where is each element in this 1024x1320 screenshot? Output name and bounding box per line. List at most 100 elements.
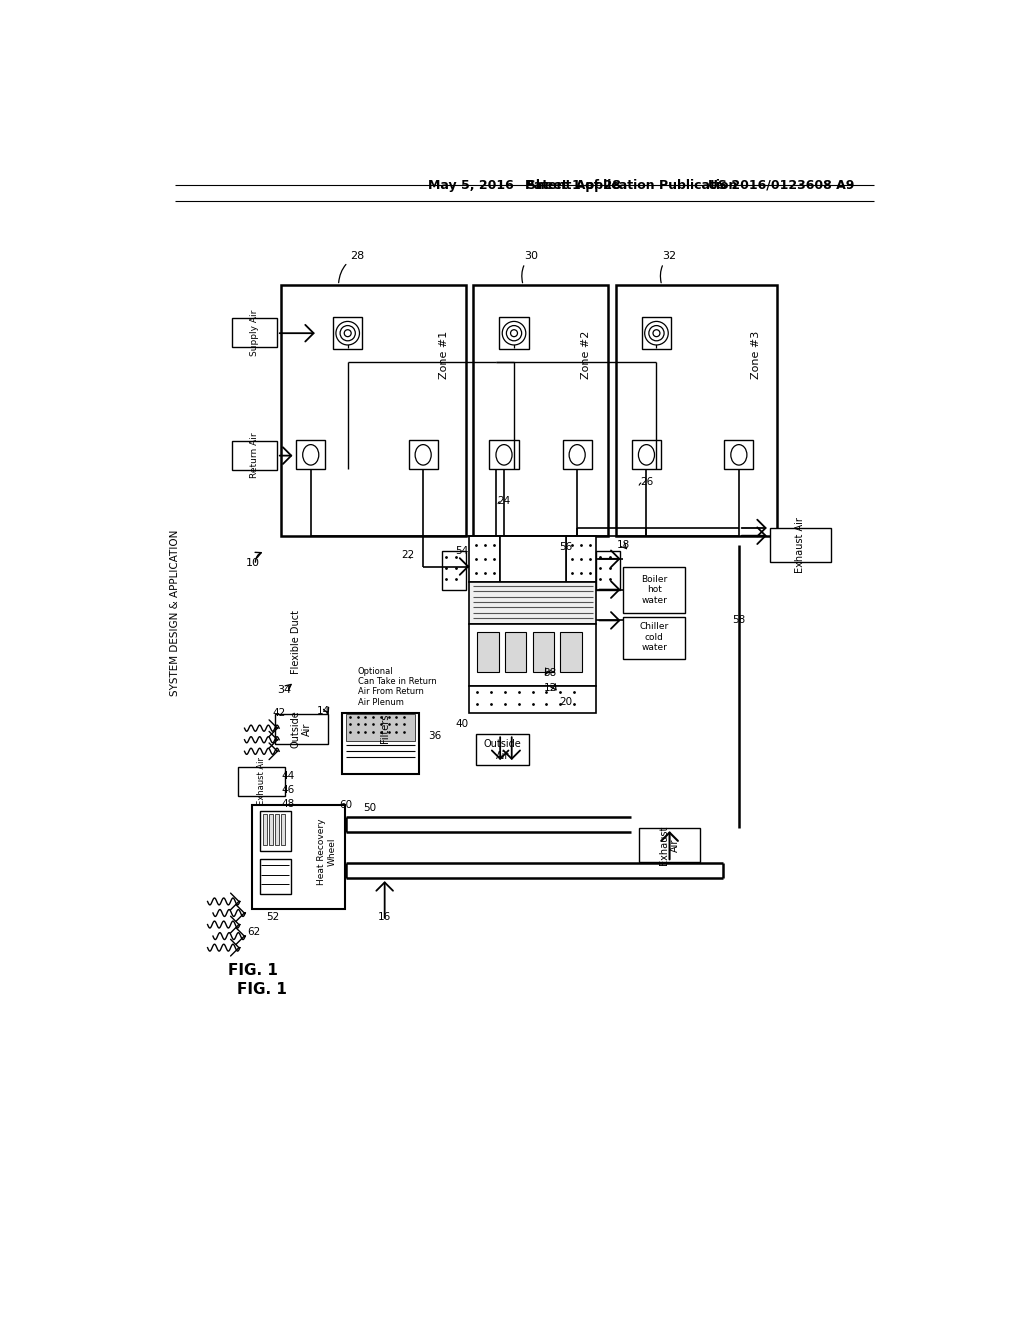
Text: 38: 38	[544, 668, 557, 677]
Bar	[269, 814, 273, 845]
Bar	[281, 285, 466, 536]
Circle shape	[649, 326, 665, 341]
Text: Flexible Duct: Flexible Duct	[291, 610, 301, 675]
Text: Zone #1: Zone #1	[439, 330, 449, 379]
Text: Heat Recovery
Wheel: Heat Recovery Wheel	[317, 818, 337, 884]
Bar	[333, 317, 362, 350]
Circle shape	[511, 330, 517, 337]
Bar	[282, 814, 286, 845]
Text: Outside
Air: Outside Air	[483, 739, 521, 760]
Text: US 2016/0123608 A9: US 2016/0123608 A9	[708, 178, 854, 191]
Text: 44: 44	[282, 771, 295, 781]
Text: 10: 10	[246, 557, 260, 568]
Bar	[724, 441, 754, 470]
Text: Zone #3: Zone #3	[751, 330, 761, 379]
Text: 22: 22	[401, 550, 415, 560]
Text: Patent Application Publication: Patent Application Publication	[524, 178, 737, 191]
Text: Exhaust Air: Exhaust Air	[796, 517, 806, 573]
Ellipse shape	[569, 445, 585, 465]
Bar	[252, 805, 345, 909]
Bar	[342, 713, 419, 775]
Text: Chiller
cold
water: Chiller cold water	[640, 623, 669, 652]
Bar	[260, 812, 291, 851]
Text: Exhaust
Air: Exhaust Air	[658, 825, 680, 865]
Text: 34: 34	[278, 685, 292, 694]
Text: 36: 36	[428, 731, 441, 741]
Text: 14: 14	[316, 706, 330, 717]
Bar	[260, 859, 291, 894]
Circle shape	[336, 321, 359, 345]
Text: 28: 28	[339, 251, 365, 282]
Text: FIG. 1: FIG. 1	[237, 982, 287, 998]
Text: 58: 58	[732, 615, 745, 626]
Text: 16: 16	[378, 912, 391, 921]
Text: May 5, 2016   Sheet 1 of 28: May 5, 2016 Sheet 1 of 28	[428, 178, 622, 191]
Bar	[505, 632, 526, 672]
Bar	[624, 616, 685, 659]
Bar	[624, 566, 685, 612]
Text: Optional
Can Take in Return
Air From Return
Air Plenum: Optional Can Take in Return Air From Ret…	[357, 667, 436, 706]
Text: 54: 54	[455, 546, 468, 556]
Text: 60: 60	[340, 800, 352, 810]
Bar	[596, 552, 620, 590]
Text: 24: 24	[498, 496, 511, 506]
Bar	[615, 285, 777, 536]
Bar	[275, 714, 328, 743]
Bar	[477, 632, 499, 672]
Bar	[532, 632, 554, 672]
Bar	[263, 814, 267, 845]
Text: 40: 40	[455, 719, 468, 730]
Bar	[562, 441, 592, 470]
Text: Zone #2: Zone #2	[582, 330, 592, 379]
Ellipse shape	[496, 445, 512, 465]
Circle shape	[653, 330, 659, 337]
Bar	[239, 767, 285, 796]
Bar	[469, 536, 500, 582]
Bar	[770, 528, 831, 562]
Text: 30: 30	[522, 251, 538, 282]
Text: Exhaust Air: Exhaust Air	[257, 758, 266, 805]
Text: 48: 48	[282, 799, 295, 809]
Text: Filters: Filters	[380, 714, 390, 743]
Text: 52: 52	[266, 912, 280, 921]
Text: 56: 56	[559, 543, 572, 552]
Bar	[442, 552, 466, 590]
Text: 50: 50	[362, 803, 376, 813]
Bar	[639, 829, 700, 862]
Text: 46: 46	[282, 785, 295, 795]
Circle shape	[502, 321, 525, 345]
Ellipse shape	[415, 445, 431, 465]
Bar	[473, 285, 608, 536]
Text: Return Air: Return Air	[250, 433, 259, 478]
Text: Boiler
hot
water: Boiler hot water	[641, 574, 668, 605]
Text: Outside
Air: Outside Air	[291, 710, 312, 748]
Circle shape	[344, 330, 351, 337]
Circle shape	[645, 321, 669, 345]
Text: Supply Air: Supply Air	[250, 309, 259, 355]
Text: 20: 20	[559, 697, 572, 708]
Bar	[560, 632, 582, 672]
Bar	[565, 536, 596, 582]
Text: 18: 18	[616, 540, 630, 550]
Bar	[632, 441, 662, 470]
Circle shape	[507, 326, 521, 341]
Ellipse shape	[731, 445, 746, 465]
Bar	[346, 714, 416, 742]
Bar	[475, 734, 529, 766]
Bar	[232, 318, 276, 347]
Text: FIG. 1: FIG. 1	[228, 964, 279, 978]
Text: 12: 12	[544, 684, 557, 693]
Text: SYSTEM DESIGN & APPLICATION: SYSTEM DESIGN & APPLICATION	[170, 529, 180, 696]
Bar	[275, 814, 280, 845]
Bar	[469, 686, 596, 713]
Bar	[296, 441, 326, 470]
Bar	[469, 582, 596, 624]
Bar	[409, 441, 438, 470]
Text: 62: 62	[247, 927, 260, 937]
Text: 42: 42	[272, 708, 286, 718]
Ellipse shape	[638, 445, 654, 465]
Ellipse shape	[303, 445, 318, 465]
Text: 32: 32	[660, 251, 677, 282]
Text: 26: 26	[640, 477, 653, 487]
Bar	[642, 317, 671, 350]
